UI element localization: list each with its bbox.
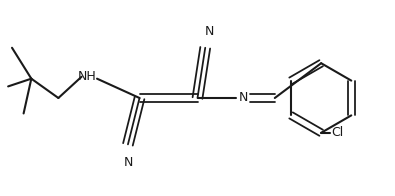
Text: N: N xyxy=(123,156,133,169)
Text: NH: NH xyxy=(78,70,97,83)
Text: N: N xyxy=(204,25,214,38)
Text: Cl: Cl xyxy=(331,126,343,139)
Text: N: N xyxy=(239,92,248,104)
